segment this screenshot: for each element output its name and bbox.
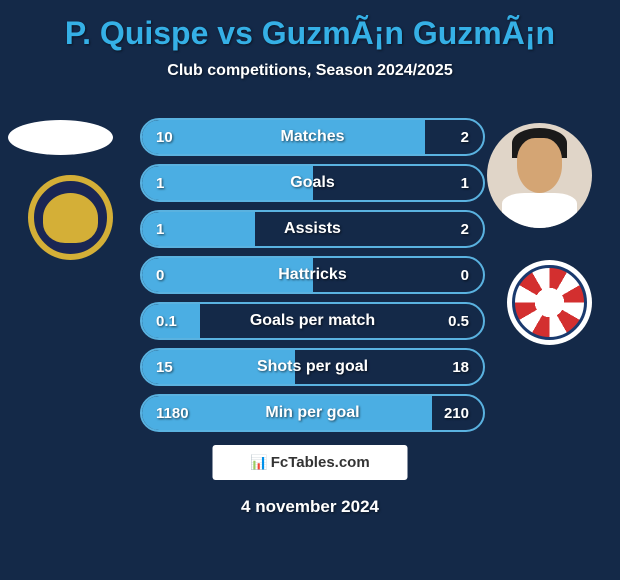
stat-row: 1Goals1 <box>140 164 485 202</box>
team-left-logo <box>28 175 113 260</box>
subtitle: Club competitions, Season 2024/2025 <box>0 62 620 80</box>
stat-value-right: 2 <box>461 129 469 146</box>
stat-label: Matches <box>142 128 483 146</box>
stat-label: Assists <box>142 220 483 238</box>
team-right-logo <box>507 260 592 345</box>
date-label: 4 november 2024 <box>0 497 620 517</box>
comparison-container: P. Quispe vs GuzmÃ¡n GuzmÃ¡n Club compet… <box>0 0 620 580</box>
stat-value-right: 18 <box>452 359 469 376</box>
stat-row: 0Hattricks0 <box>140 256 485 294</box>
stat-value-right: 2 <box>461 221 469 238</box>
chivas-logo-icon <box>512 265 587 340</box>
avatar-body <box>502 193 577 228</box>
stat-label: Goals <box>142 174 483 192</box>
stat-row: 0.1Goals per match0.5 <box>140 302 485 340</box>
watermark[interactable]: 📊 FcTables.com <box>213 445 408 480</box>
stat-row: 1Assists2 <box>140 210 485 248</box>
stat-label: Shots per goal <box>142 358 483 376</box>
player-left-avatar <box>8 120 113 155</box>
pumas-logo-icon <box>28 175 113 260</box>
page-title: P. Quispe vs GuzmÃ¡n GuzmÃ¡n <box>0 15 620 52</box>
stat-label: Goals per match <box>142 312 483 330</box>
stat-row: 15Shots per goal18 <box>140 348 485 386</box>
stat-value-right: 0.5 <box>448 313 469 330</box>
stat-row: 1180Min per goal210 <box>140 394 485 432</box>
player-right-avatar <box>487 123 592 228</box>
avatar-face <box>517 138 562 193</box>
stat-label: Hattricks <box>142 266 483 284</box>
stat-value-right: 210 <box>444 405 469 422</box>
stat-value-right: 1 <box>461 175 469 192</box>
stats-panel: 10Matches21Goals11Assists20Hattricks00.1… <box>140 118 485 440</box>
chart-icon: 📊 <box>250 454 267 471</box>
watermark-text: FcTables.com <box>271 454 370 471</box>
stat-value-right: 0 <box>461 267 469 284</box>
stat-label: Min per goal <box>142 404 483 422</box>
stat-row: 10Matches2 <box>140 118 485 156</box>
